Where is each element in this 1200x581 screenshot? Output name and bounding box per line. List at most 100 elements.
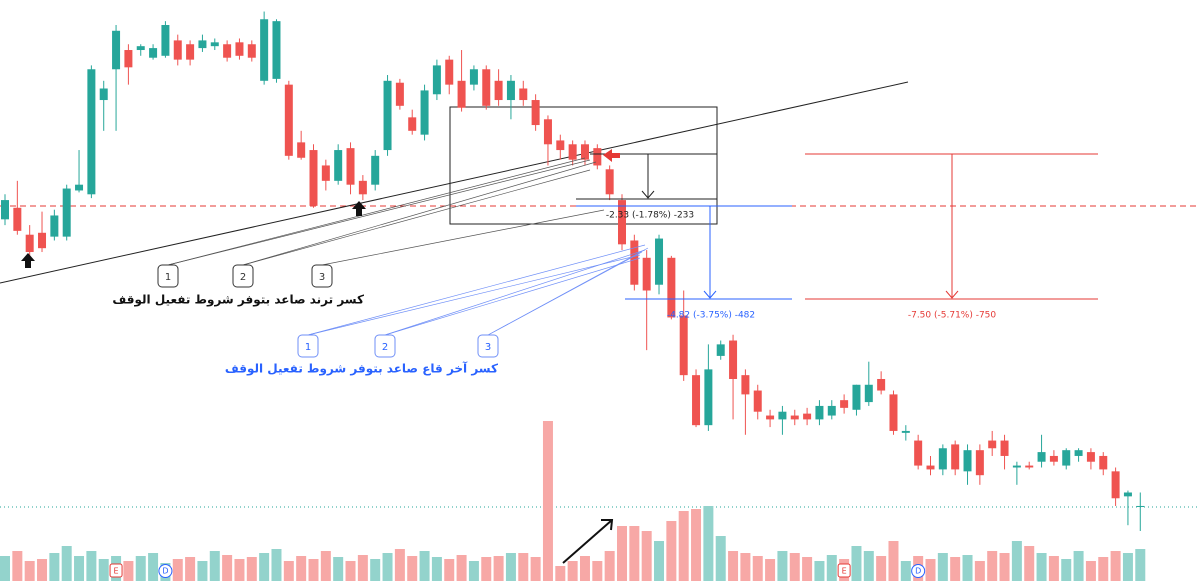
measure-label: -4.82 (-3.75%) -482 [667,311,755,321]
range-box [449,106,718,225]
candle-body [186,44,195,60]
volume-bar [974,561,985,581]
volume-bar [86,551,97,581]
volume-bar [12,551,23,581]
volume-bar [37,559,48,581]
volume-bar [728,551,739,581]
candle-body [149,48,158,58]
volume-bar [209,551,220,581]
trend-line [0,81,909,284]
candle-body [38,232,47,249]
volume-bar [1048,556,1059,581]
volume-bar [579,556,590,581]
candle-body [988,440,997,449]
candle-body [840,400,849,408]
volume-bar [1122,553,1133,581]
candle-body [371,155,380,185]
candle-body [741,375,750,395]
event-label: E [114,567,119,576]
step-boxes [157,264,499,358]
candle-body [790,415,799,420]
volume-bar [308,559,319,581]
volume-bar [752,556,763,581]
candle-body [432,65,441,95]
candle-body [864,384,873,403]
event-label: D [915,567,921,576]
candle-body [75,184,84,191]
candle-body [297,142,306,158]
candle-body [62,188,71,237]
measure-arrow-head [703,290,717,299]
volume-bar [888,541,899,581]
volume-bar [542,421,553,581]
volume-bar [925,559,936,581]
candle-body [926,465,935,470]
candle-body [593,148,602,166]
candle-body [99,88,108,101]
candle-body [1000,440,1009,456]
candle-body [247,44,256,58]
volume-bar [49,553,60,581]
candle-body [753,390,762,412]
candle-body [50,215,59,237]
volume-bar [148,553,159,581]
candle-body [827,405,836,416]
candle-body [408,117,417,131]
volume-bar [185,557,196,581]
volume-bar [135,556,146,581]
volume-bar [234,559,245,581]
volume-bar [950,557,961,581]
volume-bar [493,556,504,581]
volume-bar [555,566,566,581]
step-number: 3 [485,342,491,353]
volume-arrow [562,519,613,564]
candle-body [1086,452,1095,462]
measure-label: -2.33 (-1.78%) -233 [606,211,694,221]
volume-bar [407,556,418,581]
measure-arrow-head [641,190,655,199]
volume-bar [283,561,294,581]
volume-bar [678,511,689,581]
candle-body [568,144,577,160]
volume-bar [320,551,331,581]
volume-bar [456,555,467,581]
volume-bar [419,551,430,581]
volume-bar [518,553,529,581]
candle-body [1136,505,1145,507]
volume-bar [715,536,726,581]
volume-bar [641,531,652,581]
candle-body [1049,455,1058,462]
volume-bar [666,521,677,581]
candle-body [321,165,330,181]
measure-label: -7.50 (-5.71%) -750 [908,311,997,321]
left-arrow-icon [603,149,620,162]
volume-bar [765,559,776,581]
candle-body [1062,450,1071,466]
candle-body [1074,450,1083,456]
event-badge [911,564,926,578]
candle-body [938,448,947,470]
tools: -2.33 (-1.78%) -233 -4.82 (-3.75%) -482 … [21,149,1098,564]
candle-body [692,375,701,426]
candle-body [1099,455,1108,470]
volume-bar [246,557,257,581]
candle-body [1025,465,1034,468]
leader-lines [167,157,605,266]
volume-bar [802,557,813,581]
up-arrow-icon [352,201,366,216]
candle-body [469,69,478,85]
candle-body [951,444,960,470]
volume-bar [654,541,665,581]
candle-body [112,30,121,70]
event-badge [158,564,173,578]
candle-body [667,257,676,318]
volume-bar [567,561,578,581]
volume-bar [0,556,10,581]
candle-body [815,405,824,420]
volume-bar [987,551,998,581]
candle-body [161,25,170,56]
candle-body [531,100,540,126]
volume-bar [789,553,800,581]
